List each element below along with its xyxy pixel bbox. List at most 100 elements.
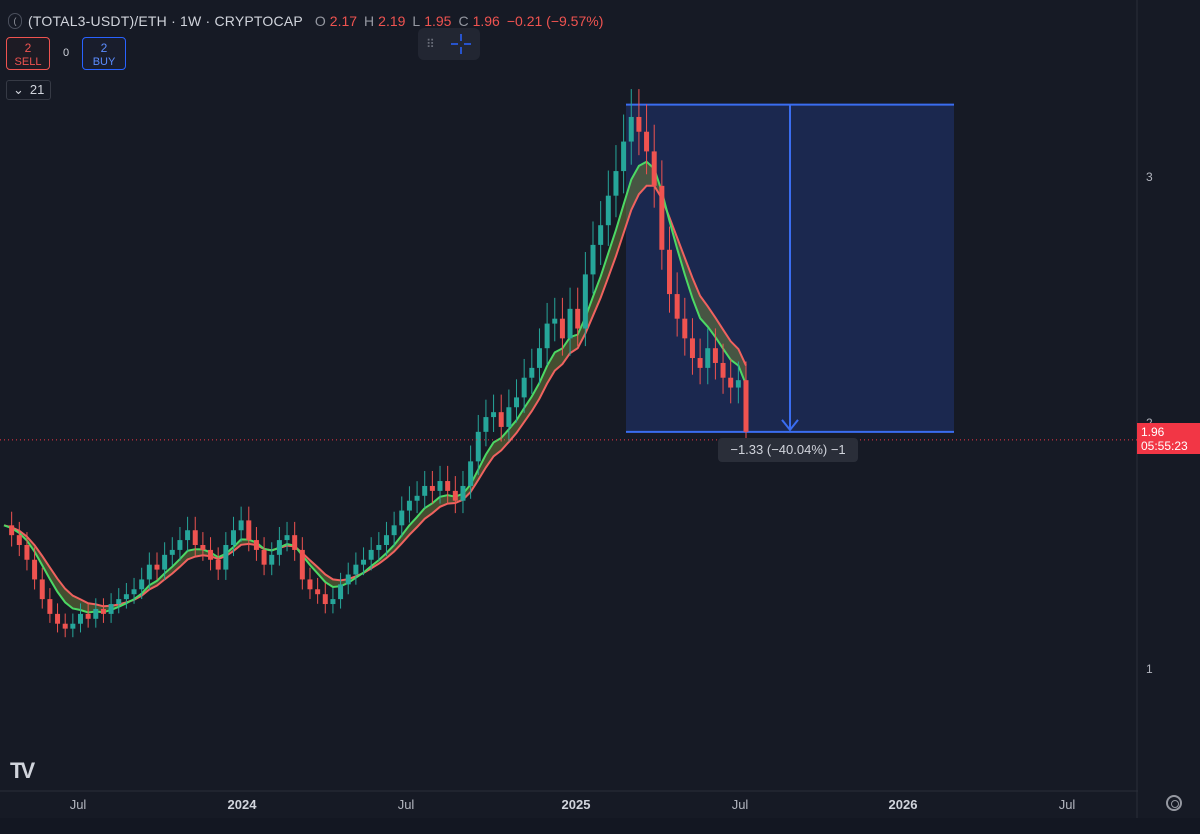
candle-body [24, 545, 30, 560]
candle-body [475, 431, 481, 462]
symbol-title[interactable]: (TOTAL3-USDT)/ETH · 1W · CRYPTOCAP [28, 13, 303, 29]
candle-body [682, 318, 688, 339]
price-label-1: 1 [1146, 662, 1153, 676]
candle-body [162, 554, 168, 570]
high-value: 2.19 [378, 13, 406, 29]
candle-body [238, 520, 244, 531]
candle-body [116, 599, 122, 605]
candle-body [491, 412, 497, 418]
candle-body [345, 574, 351, 585]
time-label: Jul [397, 797, 415, 812]
candle-body [536, 348, 542, 368]
candle-body [674, 294, 680, 319]
candle-body [9, 525, 15, 536]
tradingview-logo: TV [10, 758, 35, 783]
candle-body [598, 225, 604, 245]
indicator-length-toggle[interactable]: ⌄ 21 [6, 80, 52, 100]
candle-body [108, 604, 114, 614]
candle-body [93, 608, 99, 619]
candle-body [32, 559, 38, 580]
candle-body [47, 599, 53, 614]
symbol-legend: ( (TOTAL3-USDT)/ETH · 1W · CRYPTOCAP O 2.… [8, 12, 603, 30]
moving-average-cloud [3, 160, 747, 614]
candle-body [177, 540, 183, 550]
last-price-tag: 1.96 05:55:23 [1137, 423, 1200, 454]
candle-body [131, 589, 137, 595]
candle-body [621, 141, 627, 172]
low-value: 1.95 [424, 13, 452, 29]
open-key: O [314, 13, 326, 29]
candle-body [376, 545, 382, 550]
candle-body [575, 308, 581, 329]
candle-body [215, 559, 221, 570]
candle-body [16, 535, 22, 545]
price-label-3: 3 [1146, 170, 1153, 184]
crosshair-icon[interactable] [450, 33, 472, 55]
candle-body [85, 613, 91, 619]
candle-body [720, 362, 726, 378]
candle-body [743, 380, 749, 432]
measure-tool[interactable] [626, 103, 954, 433]
candle-body [200, 545, 206, 550]
candle-body [192, 530, 198, 545]
candle-body [712, 348, 718, 363]
measure-arrow-head [781, 419, 799, 432]
candle-body [651, 151, 657, 186]
candle-body [169, 549, 175, 555]
change-value: −0.21 (−9.57%) [506, 13, 604, 29]
candle-body [544, 323, 550, 349]
candle-body [185, 530, 191, 541]
buy-button[interactable]: 2 BUY [82, 37, 126, 70]
candle-body [460, 485, 466, 501]
open-value: 2.17 [329, 13, 358, 29]
ohlc-values: O 2.17 H 2.19 L 1.95 C 1.96 −0.21 (−9.57%) [315, 13, 603, 29]
time-label-year: 2026 [888, 797, 918, 812]
collapse-legend-icon[interactable]: ( [8, 13, 22, 29]
time-axis[interactable]: Jul 2024 Jul 2025 Jul 2026 Jul [0, 792, 1138, 818]
candle-body [322, 594, 328, 605]
candle-body [552, 318, 558, 324]
candle-body [253, 540, 259, 550]
candle-body [353, 564, 359, 575]
candle-body [567, 308, 573, 339]
candle-body [498, 412, 504, 427]
candle-body [292, 535, 298, 550]
candle-body [422, 485, 428, 496]
time-label-year: 2025 [561, 797, 591, 812]
candle-body [514, 397, 520, 408]
candle-body [276, 540, 282, 555]
candle-body [223, 545, 229, 570]
candle-body [368, 549, 374, 560]
sell-button[interactable]: 2 SELL [6, 37, 50, 70]
candle-body [406, 500, 412, 511]
candle-body [307, 579, 313, 590]
candle-body [330, 599, 336, 605]
candle-body [284, 535, 290, 541]
candle-body [429, 485, 435, 491]
candle-body [70, 623, 76, 629]
candle-body [154, 564, 160, 570]
ma-fast-line [3, 160, 747, 614]
buy-label: BUY [92, 56, 116, 68]
low-key: L [412, 13, 421, 29]
gear-icon[interactable] [1166, 795, 1182, 811]
candle-body [445, 481, 451, 491]
candle-body [261, 549, 267, 565]
candle-body [77, 613, 83, 624]
candle-body [139, 579, 145, 590]
candle-body [383, 535, 389, 545]
candle-body [590, 244, 596, 275]
candle-body [506, 407, 512, 427]
candle-body [100, 608, 106, 614]
candle-body [437, 481, 443, 491]
candle-body [414, 495, 420, 501]
time-label: Jul [731, 797, 749, 812]
candle-body [613, 171, 619, 196]
drag-handle-icon[interactable]: ⠿ [426, 37, 435, 51]
candle-body [123, 594, 129, 600]
candle-body [559, 318, 565, 339]
candle-body [705, 348, 711, 368]
candle-body [468, 461, 474, 486]
floating-drawing-toolbar[interactable]: ⠿ [418, 28, 480, 60]
